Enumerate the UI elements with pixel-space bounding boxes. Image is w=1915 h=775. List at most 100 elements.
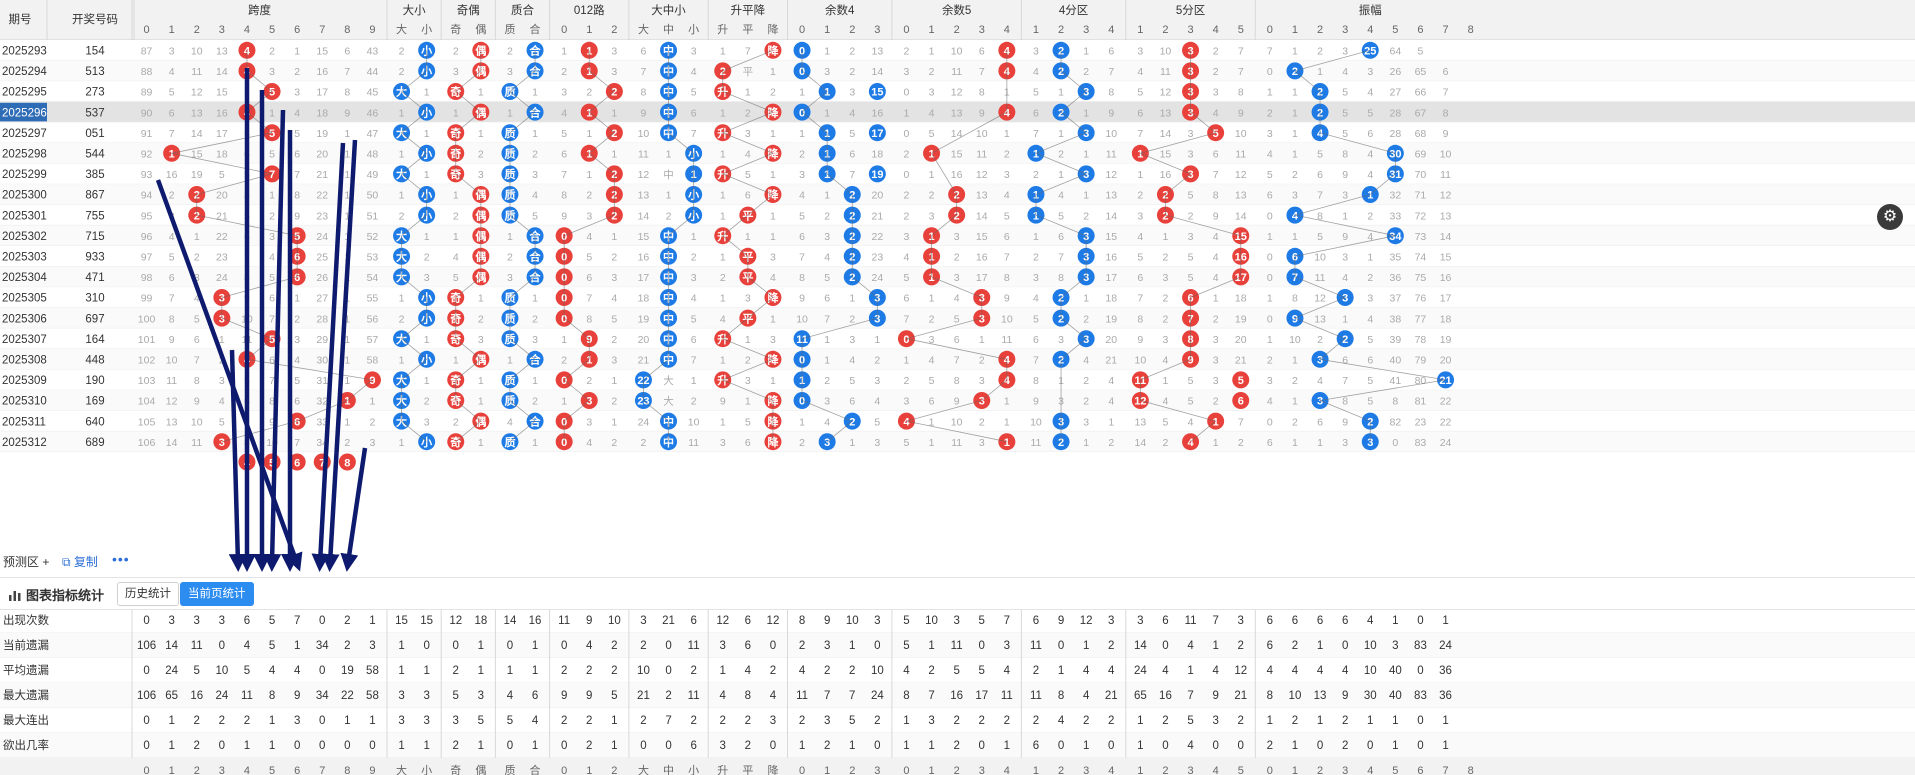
miss-value: 2 <box>691 252 697 264</box>
trend-ball-value: 1 <box>1213 416 1219 428</box>
footer-sub: 2 <box>954 765 960 775</box>
stats-value: 11 <box>191 640 203 652</box>
miss-value: 22 <box>216 231 228 243</box>
header-sub: 4 <box>244 24 250 36</box>
tab-history-stats[interactable]: 历史统计 <box>117 582 179 606</box>
miss-value: 57 <box>367 334 379 346</box>
miss-value: 3 <box>1163 334 1169 346</box>
row-number: 697 <box>85 313 104 325</box>
settings-icon[interactable]: ⚙ <box>1877 204 1903 230</box>
miss-value: 6 <box>269 293 275 305</box>
stats-value: 0 <box>665 640 671 652</box>
stats-value: 1 <box>294 640 300 652</box>
trend-line <box>221 276 298 298</box>
annotation-arrow <box>228 349 247 572</box>
trend-line <box>722 111 774 134</box>
miss-value: 1 <box>344 375 350 387</box>
copy-button[interactable]: ⧉ 复制 <box>62 555 98 569</box>
footer-sub: 小 <box>421 764 432 775</box>
stats-value: 11 <box>688 690 700 702</box>
miss-value: 27 <box>1390 87 1402 99</box>
miss-value: 6 <box>1033 334 1039 346</box>
more-icon[interactable]: ••• <box>112 551 130 567</box>
footer-sub: 2 <box>1317 765 1323 775</box>
header-sub: 1 <box>586 24 592 36</box>
miss-value: 3 <box>1058 334 1064 346</box>
miss-value: 10 <box>1160 46 1172 58</box>
miss-value: 7 <box>1238 416 1244 428</box>
miss-value: 3 <box>586 416 592 428</box>
miss-value: 12 <box>951 87 963 99</box>
trend-ball <box>1232 392 1250 409</box>
miss-value: 7 <box>904 313 910 325</box>
stats-value: 5 <box>194 665 200 677</box>
miss-value: 23 <box>872 252 884 264</box>
miss-value: 1 <box>1267 293 1273 305</box>
miss-value: 91 <box>141 128 153 140</box>
miss-value: 2 <box>929 190 935 202</box>
miss-value: 4 <box>1213 231 1219 243</box>
stats-value: 10 <box>637 665 650 677</box>
miss-value: 5 <box>219 169 225 181</box>
miss-value: 18 <box>1105 293 1117 305</box>
predict-ball[interactable] <box>338 453 356 471</box>
miss-value: 52 <box>367 231 379 243</box>
miss-value: 1 <box>979 334 985 346</box>
stats-value: 3 <box>770 715 776 727</box>
miss-value: 5 <box>1188 396 1194 408</box>
stats-value: 5 <box>979 615 985 627</box>
footer-sub: 1 <box>586 765 592 775</box>
stats-panel-title: 图表指标统计 <box>8 585 104 604</box>
miss-value: 104 <box>138 396 156 408</box>
miss-value: 78 <box>1415 334 1427 346</box>
stats-value: 2 <box>194 715 200 727</box>
stats-value: 24 <box>1439 640 1452 652</box>
miss-value: 2 <box>849 46 855 58</box>
trend-line <box>401 338 427 360</box>
miss-value: 1 <box>478 87 484 99</box>
miss-value: 8 <box>1137 313 1143 325</box>
miss-value: 6 <box>929 396 935 408</box>
trend-ball-value: 3 <box>979 313 985 325</box>
miss-value: 1 <box>1342 313 1348 325</box>
stats-value: 2 <box>344 640 350 652</box>
stats-value: 2 <box>953 740 959 752</box>
miss-value: 1 <box>1292 437 1298 449</box>
stats-value: 65 <box>165 690 178 702</box>
miss-value: 6 <box>561 149 567 161</box>
stats-value: 0 <box>874 740 880 752</box>
stats-value: 1 <box>269 740 275 752</box>
trend-line <box>668 132 694 154</box>
miss-value: 4 <box>1317 375 1323 387</box>
miss-value: 10 <box>1135 355 1147 367</box>
miss-value: 6 <box>1033 107 1039 119</box>
miss-value: 6 <box>954 334 960 346</box>
stats-value: 8 <box>745 690 751 702</box>
stats-value: 2 <box>720 715 726 727</box>
miss-value: 20 <box>1105 334 1117 346</box>
stats-value: 2 <box>799 715 805 727</box>
miss-value: 1 <box>1317 437 1323 449</box>
miss-value: 2 <box>453 210 459 222</box>
stats-value: 0 <box>1317 740 1323 752</box>
miss-value: 2 <box>294 313 300 325</box>
miss-value: 3 <box>1267 128 1273 140</box>
stats-value: 2 <box>586 715 592 727</box>
miss-value: 7 <box>1004 252 1010 264</box>
header-sub: 2 <box>1317 24 1323 36</box>
trend-ball-value: 1 <box>586 355 592 367</box>
header-sub: 2 <box>954 24 960 36</box>
predict-area-label[interactable]: 预测区 + <box>3 555 50 569</box>
miss-value: 2 <box>1033 169 1039 181</box>
stats-value: 24 <box>215 690 228 702</box>
tab-current-page-stats[interactable]: 当前页统计 <box>180 582 254 606</box>
miss-value: 4 <box>1163 355 1169 367</box>
trend-line <box>246 70 273 92</box>
trend-line <box>801 91 828 113</box>
predict-ball[interactable] <box>288 453 306 471</box>
trend-line <box>931 111 1008 154</box>
miss-value: 4 <box>1342 272 1348 284</box>
miss-value: 44 <box>367 66 379 78</box>
trend-ball-value: 1 <box>344 396 350 408</box>
miss-value: 2 <box>1213 396 1219 408</box>
